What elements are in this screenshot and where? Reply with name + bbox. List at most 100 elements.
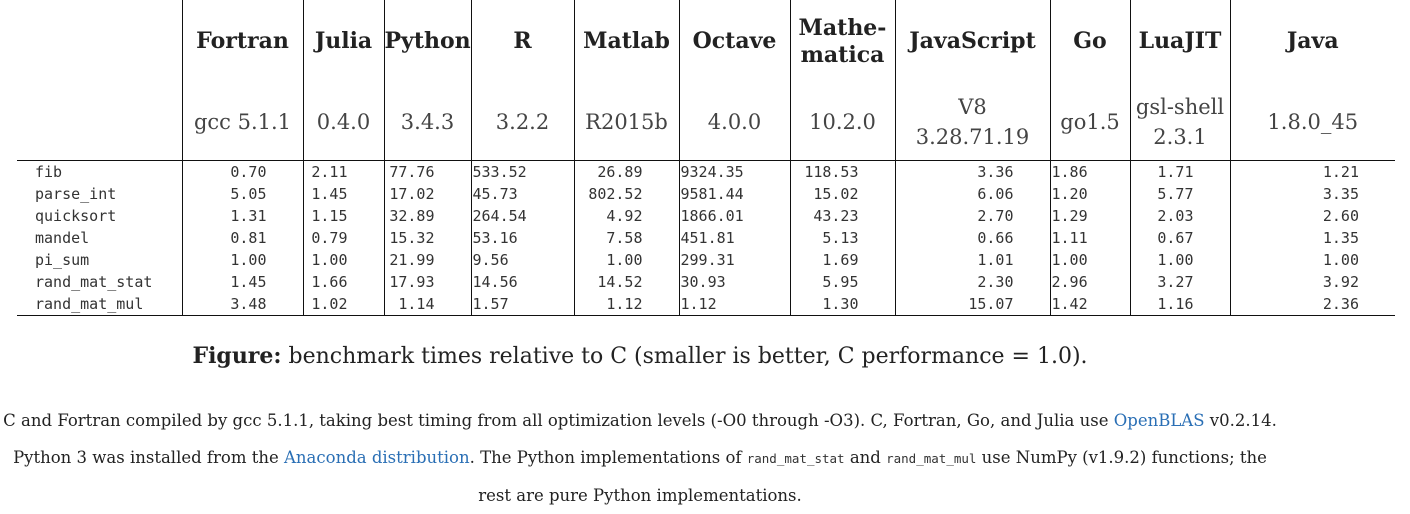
benchmark-value: 1.66 (302, 271, 384, 293)
anaconda-link[interactable]: Anaconda distribution (284, 448, 470, 467)
language-header-go: Go (1049, 0, 1130, 84)
benchmark-value: 1.15 (302, 205, 384, 227)
benchmark-value: 43.23 (789, 205, 895, 227)
language-version: 10.2.0 (789, 84, 895, 161)
benchmark-notes: C and Fortran compiled by gcc 5.1.1, tak… (0, 402, 1280, 514)
benchmark-value: 1.11 (1049, 227, 1130, 249)
benchmark-value: 1.00 (181, 249, 303, 271)
language-version: 3.2.2 (470, 84, 574, 161)
benchmark-name: fib (17, 160, 182, 183)
benchmark-value: 1.30 (789, 293, 895, 316)
table-row: quicksort 1.31 1.15 32.89 264.54 4.92 1866.01 4… (17, 205, 1395, 227)
language-version: R2015b (573, 84, 679, 161)
caption-text: benchmark times relative to C (smaller i… (281, 344, 1088, 369)
language-version: 4.0.0 (678, 84, 790, 161)
benchmark-value: 1.45 (302, 183, 384, 205)
benchmark-value: 1.01 (894, 249, 1050, 271)
benchmark-value: 2.70 (894, 205, 1050, 227)
benchmark-value: 1.57 (470, 293, 574, 316)
language-version-row: gcc 5.1.1 0.4.0 3.4.3 3.2.2 R2015b 4.0.0 10.2.… (17, 84, 1395, 161)
benchmark-value: 14.56 (470, 271, 574, 293)
benchmark-value: 5.05 (181, 183, 303, 205)
language-version: 3.4.3 (383, 84, 471, 161)
benchmark-value: 1.00 (1129, 249, 1230, 271)
language-version: gcc 5.1.1 (181, 84, 303, 161)
benchmark-name: quicksort (35, 207, 117, 225)
table-row: rand_mat_mul 3.48 1.02 1.14 1.57 1.12 1.12 1.30… (17, 293, 1395, 316)
benchmark-value: 0.81 (181, 227, 303, 249)
corner-cell (17, 84, 182, 161)
benchmark-value: 9324.35 (678, 160, 790, 183)
benchmark-value: 1.02 (302, 293, 384, 316)
benchmark-value: 0.67 (1129, 227, 1230, 249)
benchmark-value: 2.60 (1229, 205, 1395, 227)
language-header-matlab: Matlab (573, 0, 679, 84)
benchmark-value: 2.03 (1129, 205, 1230, 227)
benchmark-value: 1866.01 (678, 205, 790, 227)
benchmark-value: 1.29 (1049, 205, 1130, 227)
benchmark-value: 1.21 (1229, 160, 1395, 183)
benchmark-value: 0.70 (181, 160, 303, 183)
benchmark-value: 14.52 (573, 271, 679, 293)
benchmark-value: 5.13 (789, 227, 895, 249)
benchmark-value: 1.31 (181, 205, 303, 227)
benchmark-value: 32.89 (383, 205, 471, 227)
benchmark-value: 1.69 (789, 249, 895, 271)
benchmark-value: 2.36 (1229, 293, 1395, 316)
benchmark-value: 15.07 (894, 293, 1050, 316)
benchmark-value: 7.58 (573, 227, 679, 249)
benchmark-value: 118.53 (789, 160, 895, 183)
benchmark-value: 0.79 (302, 227, 384, 249)
notes-text: v0.2.14. (1204, 411, 1277, 430)
language-version: 0.4.0 (302, 84, 384, 161)
benchmark-value: 1.16 (1129, 293, 1230, 316)
language-header-mathe-matica: Mathe-matica (789, 0, 895, 84)
language-header-r: R (470, 0, 574, 84)
benchmark-name: rand_mat_stat (35, 273, 153, 291)
corner-cell (17, 0, 182, 84)
notes-text: rest are pure Python implementations. (478, 486, 802, 505)
benchmark-value: 15.02 (789, 183, 895, 205)
benchmark-value: 3.27 (1129, 271, 1230, 293)
figure-caption: Figure: benchmark times relative to C (s… (0, 343, 1280, 369)
notes-line-2: Python 3 was installed from the Anaconda… (0, 439, 1280, 477)
benchmark-value: 4.92 (573, 205, 679, 227)
caption-label: Figure: (192, 343, 282, 369)
language-name-row: Fortran Julia Python R Matlab Octave Mathe-mat… (17, 0, 1395, 84)
benchmark-value: 451.81 (678, 227, 790, 249)
benchmark-value: 2.11 (302, 160, 384, 183)
notes-text: use NumPy (v1.9.2) functions; the (976, 448, 1267, 467)
benchmark-value: 5.77 (1129, 183, 1230, 205)
benchmark-value: 1.86 (1049, 160, 1130, 183)
benchmark-name: mandel (35, 229, 90, 247)
benchmark-value: 53.16 (470, 227, 574, 249)
openblas-link[interactable]: OpenBLAS (1113, 411, 1205, 430)
benchmark-body: fib 0.70 2.11 77.76 533.52 26.89 9324.35 118.53… (17, 160, 1395, 316)
language-header-octave: Octave (678, 0, 790, 84)
benchmark-value: 1.14 (383, 293, 471, 316)
benchmark-value: 264.54 (470, 205, 574, 227)
table-row: rand_mat_stat 1.45 1.66 17.93 14.56 14.52 30.9… (17, 271, 1395, 293)
notes-line-1: C and Fortran compiled by gcc 5.1.1, tak… (0, 402, 1280, 439)
benchmark-value: 6.06 (894, 183, 1050, 205)
benchmark-value: 1.45 (181, 271, 303, 293)
benchmark-value: 299.31 (678, 249, 790, 271)
language-version: gsl-shell 2.3.1 (1129, 84, 1230, 161)
language-header-python: Python (383, 0, 471, 84)
code-rand-mat-stat: rand_mat_stat (746, 451, 845, 466)
benchmark-value: 1.42 (1049, 293, 1130, 316)
benchmark-table: Fortran Julia Python R Matlab Octave Mathe-mat… (17, 0, 1395, 316)
benchmark-value: 45.73 (470, 183, 574, 205)
benchmark-value: 5.95 (789, 271, 895, 293)
table-row: pi_sum 1.00 1.00 21.99 9.56 1.00 299.31 1.69 1.0… (17, 249, 1395, 271)
benchmark-value: 1.00 (1229, 249, 1395, 271)
benchmark-value: 1.00 (573, 249, 679, 271)
language-header-java: Java (1229, 0, 1395, 84)
language-header-luajit: LuaJIT (1129, 0, 1230, 84)
benchmark-value: 17.02 (383, 183, 471, 205)
notes-line-3: rest are pure Python implementations. (0, 477, 1280, 514)
benchmark-value: 3.36 (894, 160, 1050, 183)
table-row: parse_int 5.05 1.45 17.02 45.73 802.52 9581.44… (17, 183, 1395, 205)
notes-text: . The Python implementations of (469, 448, 747, 467)
